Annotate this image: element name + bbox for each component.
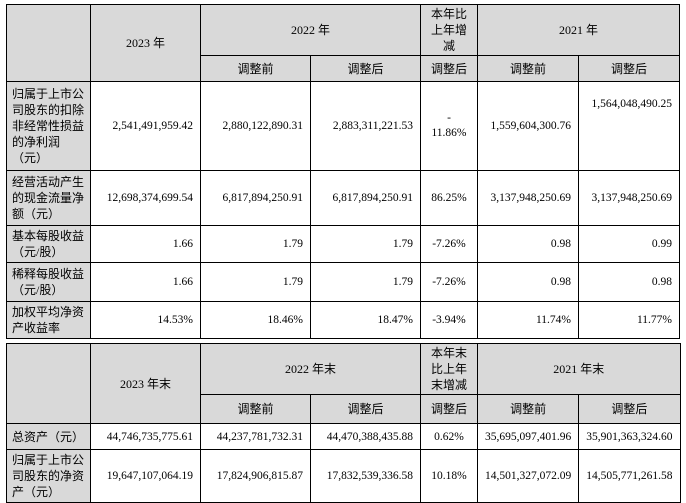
cell-2023: 44,746,735,775.61 [90, 423, 201, 450]
cell-change: 86.25% [420, 170, 478, 226]
header-change-post-adjust: 调整后 [420, 394, 478, 424]
cell-2022-pre: 1.79 [200, 262, 311, 302]
cell-2021-post: 0.99 [578, 225, 680, 263]
cell-2022-post: 1.79 [310, 262, 421, 302]
header-yoy-change: 本年比 上年增 减 [420, 4, 478, 56]
corner-cell [6, 4, 91, 82]
cell-2021-pre: 0.98 [477, 225, 579, 263]
cell-2023: 19,647,107,064.19 [90, 449, 201, 503]
header-2021-post-adjust: 调整后 [578, 394, 681, 424]
cell-change: - 11.86% [420, 81, 478, 171]
cell-2021-post: 0.98 [578, 262, 680, 302]
cell-2021-post: 1,564,048,490.25 [578, 81, 680, 171]
header-2022-pre-adjust: 调整前 [200, 394, 311, 424]
header-2021: 2021 年 [477, 4, 680, 56]
header-change-post-adjust: 调整后 [420, 55, 478, 82]
row-basic-eps: 基本每股收益 （元/股） 1.66 1.79 1.79 -7.26% 0.98 … [6, 225, 680, 263]
row-label: 稀释每股收益 （元/股） [6, 262, 91, 302]
header-row-adjustments: 调整前 调整后 调整后 调整前 调整后 [7, 394, 681, 424]
cell-2022-pre: 2,880,122,890.31 [200, 81, 311, 171]
row-weighted-avg-roe: 加权平均净资 产收益率 14.53% 18.46% 18.47% -3.94% … [6, 301, 680, 339]
row-total-assets: 总资产（元） 44,746,735,775.61 44,237,781,732.… [6, 423, 681, 450]
row-net-assets-attributable: 归属于上市公 司股东的净资 产（元） 19,647,107,064.19 17,… [6, 449, 681, 503]
header-2021-end: 2021 年末 [477, 343, 681, 395]
annual-results-table: 2023 年 2022 年 本年比 上年增 减 2021 年 调整前 调整后 调… [6, 4, 680, 339]
corner-cell [6, 343, 91, 424]
header-2022: 2022 年 [200, 4, 421, 56]
cell-2021-pre: 0.98 [477, 262, 579, 302]
cell-change: 0.62% [420, 423, 478, 450]
cell-2021-post: 11.77% [578, 301, 680, 339]
year-end-balances-table: 2023 年末 2022 年末 本年末 比上年 末增减 2021 年末 调整前 … [6, 343, 681, 503]
cell-2022-post: 44,470,388,435.88 [310, 423, 421, 450]
row-label: 经营活动产生 的现金流量净 额（元） [6, 170, 91, 226]
row-label: 基本每股收益 （元/股） [6, 225, 91, 263]
cell-2022-pre: 18.46% [200, 301, 311, 339]
row-operating-cash-flow: 经营活动产生 的现金流量净 额（元） 12,698,374,699.54 6,8… [6, 170, 680, 226]
cell-2022-pre: 44,237,781,732.31 [200, 423, 311, 450]
cell-2021-pre: 35,695,097,401.96 [476, 423, 580, 450]
row-label: 归属于上市公 司股东的扣除 非经常性损益 的净利润 （元） [6, 81, 91, 171]
cell-2022-post: 1.79 [310, 225, 421, 263]
row-diluted-eps: 稀释每股收益 （元/股） 1.66 1.79 1.79 -7.26% 0.98 … [6, 262, 680, 302]
cell-2023: 1.66 [90, 225, 201, 263]
header-2022-end: 2022 年末 [200, 343, 421, 395]
cell-2021-pre: 11.74% [477, 301, 579, 339]
row-label: 归属于上市公 司股东的净资 产（元） [6, 449, 91, 503]
cell-change: -7.26% [420, 262, 478, 302]
header-2021-pre-adjust: 调整前 [476, 394, 580, 424]
header-row-years: 2023 年末 2022 年末 本年末 比上年 末增减 2021 年末 [6, 343, 681, 424]
cell-2021-pre: 3,137,948,250.69 [477, 170, 579, 226]
row-label: 加权平均净资 产收益率 [6, 301, 91, 339]
cell-2021-pre: 14,501,327,072.09 [476, 449, 580, 503]
cell-2021-post: 14,505,771,261.58 [578, 449, 681, 503]
cell-change: -7.26% [420, 225, 478, 263]
cell-change: -3.94% [420, 301, 478, 339]
cell-2023: 2,541,491,959.42 [90, 81, 201, 171]
cell-2022-pre: 6,817,894,250.91 [200, 170, 311, 226]
cell-2022-post: 6,817,894,250.91 [310, 170, 421, 226]
header-row-years: 2023 年 2022 年 本年比 上年增 减 2021 年 [6, 4, 680, 82]
cell-2022-post: 17,832,539,336.58 [310, 449, 421, 503]
row-label: 总资产（元） [6, 423, 91, 450]
cell-2022-post: 2,883,311,221.53 [310, 81, 421, 171]
cell-2021-pre: 1,559,604,300.76 [477, 81, 579, 171]
header-2021-pre-adjust: 调整前 [477, 55, 579, 82]
cell-2023: 14.53% [90, 301, 201, 339]
cell-2022-pre: 1.79 [200, 225, 311, 263]
cell-2023: 1.66 [90, 262, 201, 302]
cell-2021-post: 3,137,948,250.69 [578, 170, 680, 226]
header-2022-pre-adjust: 调整前 [200, 55, 311, 82]
cell-2023: 12,698,374,699.54 [90, 170, 201, 226]
cell-2022-pre: 17,824,906,815.87 [200, 449, 311, 503]
header-row-adjustments: 调整前 调整后 调整后 调整前 调整后 [7, 55, 680, 82]
header-2022-post-adjust: 调整后 [310, 394, 421, 424]
header-yearend-change: 本年末 比上年 末增减 [420, 343, 478, 395]
header-2022-post-adjust: 调整后 [310, 55, 421, 82]
header-2023-end: 2023 年末 [90, 343, 201, 424]
cell-2021-post: 35,901,363,324.60 [578, 423, 681, 450]
row-net-profit-excl-nonrecurring: 归属于上市公 司股东的扣除 非经常性损益 的净利润 （元） 2,541,491,… [6, 81, 680, 171]
header-2023: 2023 年 [90, 4, 201, 82]
cell-change: 10.18% [420, 449, 478, 503]
header-2021-post-adjust: 调整后 [578, 55, 680, 82]
cell-2022-post: 18.47% [310, 301, 421, 339]
